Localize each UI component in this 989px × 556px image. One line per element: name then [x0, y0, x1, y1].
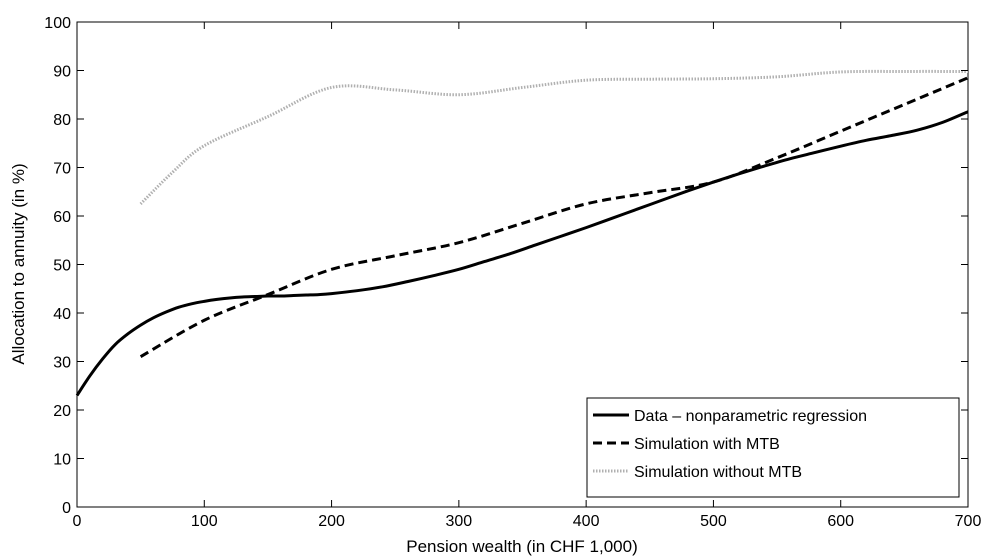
series-line-data	[75, 110, 969, 397]
x-tick-label-600: 600	[827, 513, 854, 530]
legend-label-data: Data – nonparametric regression	[634, 408, 867, 425]
legend-box	[586, 397, 960, 498]
y-tick-label-50: 50	[53, 258, 71, 275]
x-tick-label-500: 500	[700, 513, 727, 530]
y-axis-label: Allocation to annuity (in %)	[9, 163, 28, 364]
y-tick-label-30: 30	[53, 355, 71, 372]
y-tick-label-70: 70	[53, 161, 71, 178]
y-tick-label-0: 0	[62, 500, 71, 517]
legend: Data – nonparametric regression Simulati…	[586, 397, 960, 498]
x-tick-label-700: 700	[955, 513, 982, 530]
axis-ticks: 0 100 200 300 400 500 600 700 0 10 20 30 40 50 60 70 80 9…	[44, 15, 981, 530]
x-axis-label: Pension wealth (in CHF 1,000)	[406, 537, 638, 556]
y-tick-label-20: 20	[53, 403, 71, 420]
y-tick-label-90: 90	[53, 64, 71, 81]
y-tick-label-40: 40	[53, 306, 71, 323]
legend-label-without-mtb: Simulation without MTB	[634, 464, 802, 481]
legend-label-with-mtb: Simulation with MTB	[634, 436, 780, 453]
x-tick-label-400: 400	[573, 513, 600, 530]
series-line-without-mtb	[139, 69, 969, 205]
x-tick-label-100: 100	[191, 513, 218, 530]
y-tick-label-60: 60	[53, 209, 71, 226]
y-tick-label-80: 80	[53, 112, 71, 129]
x-tick-label-300: 300	[446, 513, 473, 530]
x-tick-label-0: 0	[73, 513, 82, 530]
series-layer	[75, 69, 969, 397]
series-line-with-mtb	[139, 76, 969, 358]
x-tick-label-200: 200	[318, 513, 345, 530]
y-tick-label-10: 10	[53, 452, 71, 469]
y-tick-label-100: 100	[44, 15, 71, 32]
